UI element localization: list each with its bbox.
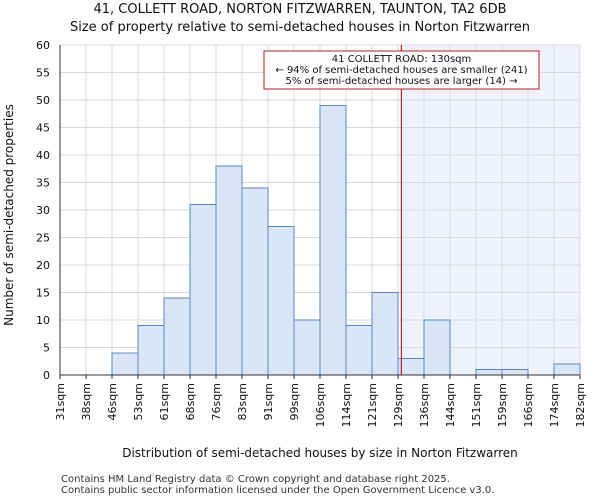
x-tick-label: 136sqm (418, 383, 431, 427)
bar (189, 204, 217, 376)
y-tick-label: 45 (36, 122, 50, 135)
x-ticks-group: 31sqm 38sqm 46sqm 53sqm 61sqm 68sqm 76sqm 83sqm… (54, 375, 587, 427)
x-tick-label: 99sqm (288, 383, 301, 420)
x-tick-label: 174sqm (548, 383, 561, 427)
x-tick-label: 31sqm (54, 383, 67, 420)
x-tick-label: 159sqm (496, 383, 509, 427)
bar (241, 187, 269, 376)
x-tick-label: 166sqm (522, 383, 535, 427)
x-tick-label: 129sqm (392, 383, 405, 427)
y-tick-label: 60 (36, 39, 50, 52)
x-tick-label: 91sqm (262, 383, 275, 420)
chart-subtitle: Size of property relative to semi-detach… (69, 20, 531, 35)
bar (163, 297, 191, 376)
footer-line-1: Contains HM Land Registry data © Crown c… (61, 474, 450, 485)
bars-group (111, 105, 581, 376)
y-tick-label: 35 (36, 177, 50, 190)
y-tick-label: 30 (36, 204, 50, 217)
y-tick-label: 40 (36, 149, 50, 162)
x-tick-label: 53sqm (132, 383, 145, 420)
y-tick-label: 55 (36, 67, 50, 80)
annotation-line-3: 5% of semi-detached houses are larger (1… (285, 76, 517, 87)
y-tick-label: 20 (36, 259, 50, 272)
x-tick-label: 114sqm (340, 383, 353, 427)
bar (267, 226, 295, 376)
y-tick-label: 10 (36, 314, 50, 327)
x-tick-label: 83sqm (236, 383, 249, 420)
bar (319, 105, 347, 376)
y-axis-label: Number of semi-detached properties (2, 104, 16, 326)
x-tick-label: 106sqm (314, 383, 327, 427)
x-tick-label: 182sqm (574, 383, 587, 427)
bar (111, 352, 139, 376)
x-tick-label: 46sqm (106, 383, 119, 420)
y-tick-label: 15 (36, 287, 50, 300)
y-tick-label: 25 (36, 232, 50, 245)
annotation-line-2: ← 94% of semi-detached houses are smalle… (275, 65, 527, 76)
y-tick-label: 50 (36, 94, 50, 107)
x-tick-label: 38sqm (80, 383, 93, 420)
x-tick-label: 121sqm (366, 383, 379, 427)
bar (293, 319, 321, 376)
annotation-line-1: 41 COLLETT ROAD: 130sqm (332, 54, 472, 65)
footer-line-2: Contains public sector information licen… (61, 485, 495, 496)
y-tick-label: 5 (43, 342, 50, 355)
x-tick-label: 61sqm (158, 383, 171, 420)
annotation-group: 41 COLLETT ROAD: 130sqm ← 94% of semi-de… (263, 50, 540, 90)
y-tick-label: 0 (43, 369, 50, 382)
bar (553, 363, 581, 376)
bar (371, 292, 399, 376)
x-tick-label: 151sqm (470, 383, 483, 427)
x-tick-label: 68sqm (184, 383, 197, 420)
x-axis-label: Distribution of semi-detached houses by … (122, 446, 518, 460)
x-tick-label: 144sqm (444, 383, 457, 427)
x-tick-label: 76sqm (210, 383, 223, 420)
y-ticks-group: 0 5 10 15 20 25 30 35 40 45 50 55 60 (36, 39, 50, 382)
chart-title: 41, COLLETT ROAD, NORTON FITZWARREN, TAU… (93, 2, 507, 17)
annotation-box (263, 50, 540, 90)
bar (345, 325, 373, 376)
bar (215, 165, 243, 376)
bar (475, 369, 503, 376)
bar (137, 325, 165, 376)
bar (501, 369, 529, 376)
bar (423, 319, 451, 376)
